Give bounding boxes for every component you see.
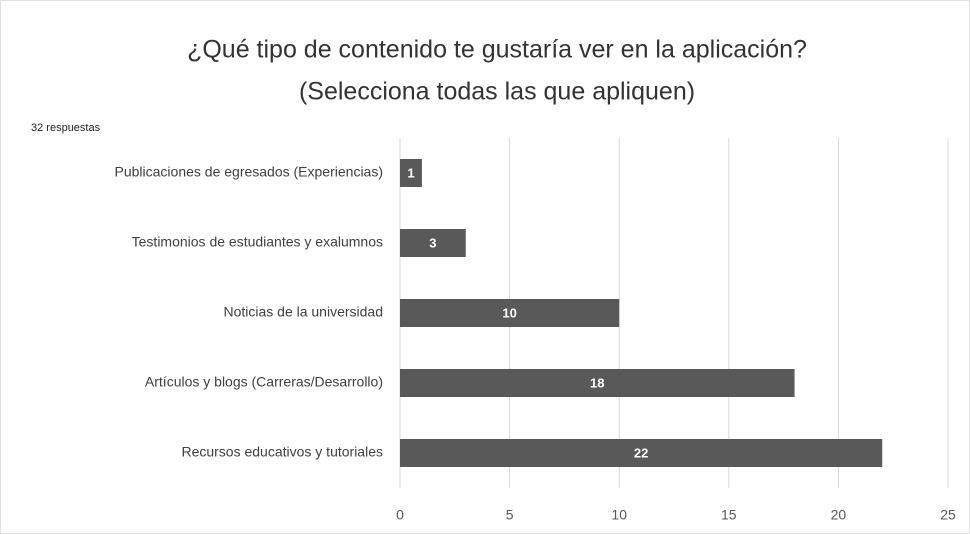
x-tick-label: 5 — [506, 507, 514, 523]
chart-title: (Selecciona todas las que apliquen) — [299, 78, 695, 106]
y-tick-label: Publicaciones de egresados (Experiencias… — [115, 164, 383, 180]
x-tick-label: 0 — [396, 507, 404, 523]
y-tick-label: Noticias de la universidad — [223, 304, 383, 320]
x-tick-label: 15 — [721, 507, 737, 523]
y-tick-label: Artículos y blogs (Carreras/Desarrollo) — [145, 374, 383, 390]
data-label: 18 — [590, 375, 604, 390]
x-tick-label: 10 — [611, 507, 627, 523]
data-label: 10 — [502, 305, 516, 320]
y-tick-label: Recursos educativos y tutoriales — [181, 444, 383, 460]
bar — [400, 439, 883, 467]
bar — [400, 369, 795, 397]
x-tick-label: 25 — [940, 507, 956, 523]
data-label: 3 — [429, 235, 436, 250]
bar — [400, 299, 620, 327]
bar — [400, 229, 466, 257]
chart-subtitle: 32 respuestas — [31, 122, 101, 134]
data-label: 22 — [634, 445, 648, 460]
y-tick-label: Testimonios de estudiantes y exalumnos — [132, 234, 383, 250]
chart-title: ¿Qué tipo de contenido te gustaría ver e… — [187, 36, 807, 64]
data-label: 1 — [407, 165, 414, 180]
x-tick-label: 20 — [831, 507, 847, 523]
bar — [400, 159, 422, 187]
